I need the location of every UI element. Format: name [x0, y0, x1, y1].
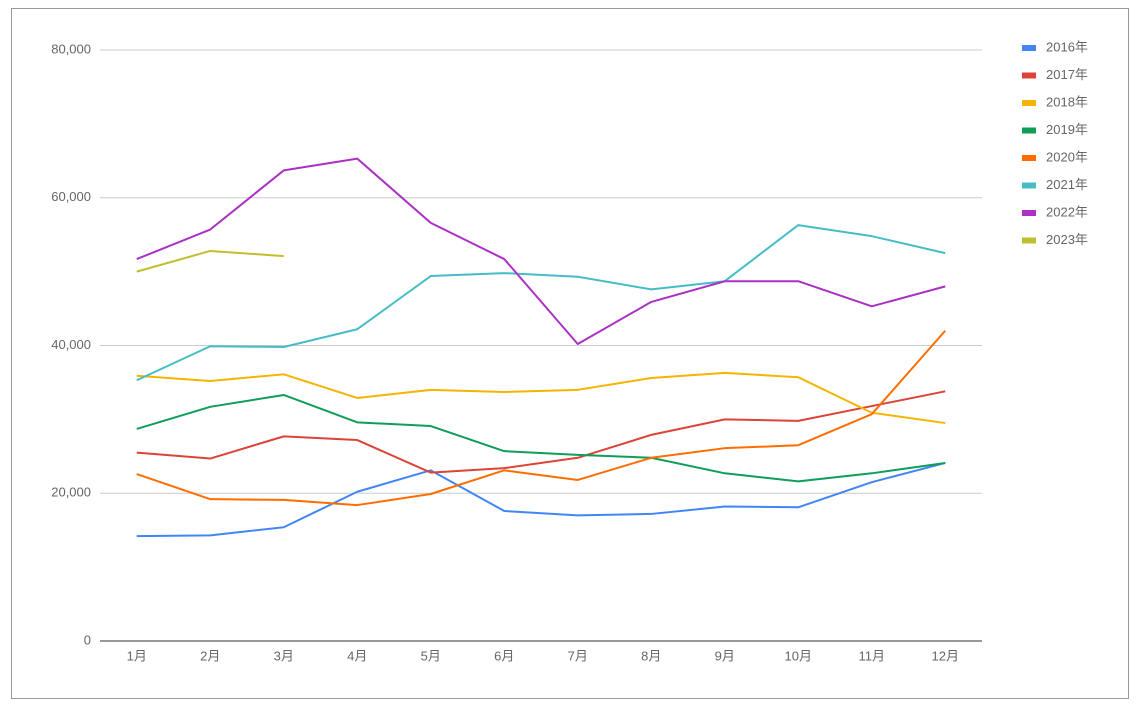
x-tick-label: 11月 — [859, 648, 886, 663]
series-line — [136, 224, 946, 382]
x-tick-label: 9月 — [715, 648, 735, 663]
x-tick-label: 4月 — [347, 648, 367, 663]
x-tick-label: 6月 — [494, 648, 514, 663]
x-tick-label: 12月 — [932, 648, 959, 663]
x-tick-label: 2月 — [200, 648, 220, 663]
legend-label: 2019年 — [1046, 122, 1088, 137]
chart-border — [11, 8, 1129, 699]
legend-label: 2017年 — [1046, 67, 1088, 82]
legend-swatch — [1022, 100, 1036, 106]
legend-swatch — [1022, 210, 1036, 216]
legend-label: 2023年 — [1046, 232, 1088, 247]
legend-swatch — [1022, 72, 1036, 79]
y-tick-label: 20,000 — [51, 485, 91, 500]
legend-label: 2020年 — [1046, 149, 1088, 164]
legend-swatch — [1022, 155, 1036, 161]
y-tick-label: 60,000 — [51, 189, 91, 204]
series-line — [136, 390, 946, 474]
x-tick-label: 8月 — [641, 648, 661, 663]
y-tick-label: 0 — [84, 632, 91, 647]
legend-label: 2018年 — [1046, 94, 1088, 109]
legend-swatch — [1022, 182, 1036, 189]
legend-label: 2021年 — [1046, 177, 1088, 192]
series-line — [136, 330, 947, 507]
x-tick-label: 1月 — [127, 648, 147, 663]
x-tick-label: 3月 — [274, 648, 294, 663]
series-line — [136, 393, 946, 483]
series-line — [136, 157, 946, 346]
legend-swatch — [1022, 237, 1036, 244]
x-tick-label: 5月 — [421, 648, 441, 663]
y-tick-label: 80,000 — [51, 41, 91, 56]
legend-label: 2022年 — [1046, 204, 1088, 219]
x-tick-label: 7月 — [568, 648, 588, 663]
legend-swatch — [1022, 127, 1036, 134]
series-line — [136, 461, 946, 538]
legend-label: 2016年 — [1046, 39, 1088, 54]
x-tick-label: 10月 — [785, 648, 812, 663]
legend-swatch — [1022, 45, 1036, 51]
series-line — [136, 249, 284, 273]
series-line — [136, 371, 946, 425]
y-tick-label: 40,000 — [51, 337, 91, 352]
